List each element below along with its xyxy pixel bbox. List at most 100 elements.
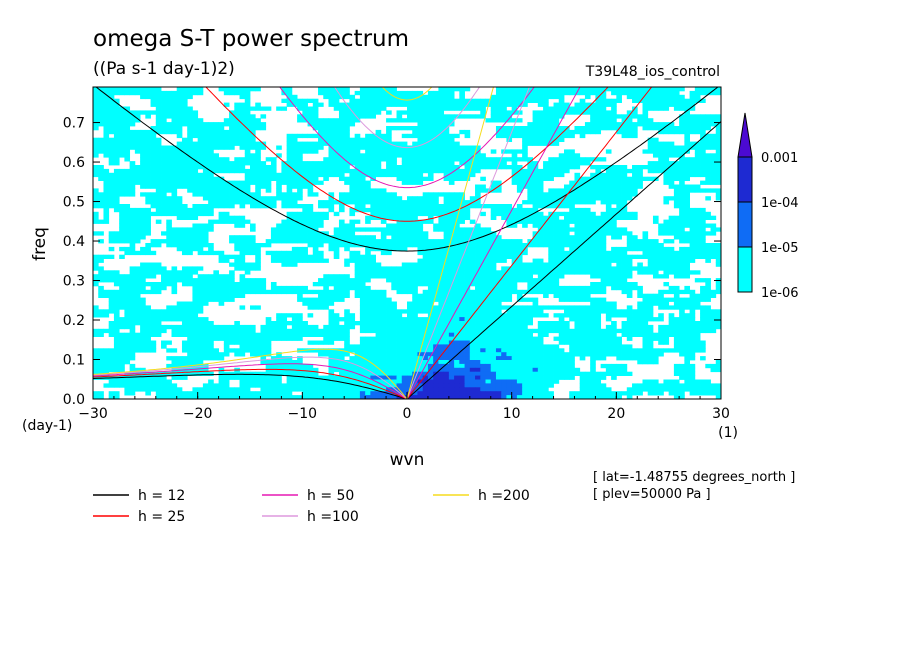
contour-cell — [145, 243, 151, 248]
contour-cell — [281, 317, 288, 322]
contour-cell — [626, 231, 633, 236]
contour-cell — [365, 157, 371, 162]
contour-cell — [370, 200, 376, 205]
contour-cell — [501, 118, 507, 123]
contour-cell — [124, 297, 131, 302]
contour-cell — [532, 301, 539, 306]
contour-cell — [218, 250, 225, 256]
contour-cell — [647, 297, 654, 302]
contour-cell — [218, 285, 225, 291]
contour-cell — [464, 317, 471, 322]
contour-cell — [605, 126, 612, 131]
contour-cell — [213, 180, 219, 185]
contour-cell — [307, 161, 314, 166]
contour-cell — [454, 301, 460, 306]
contour-cell — [328, 289, 335, 295]
contour-cell — [532, 204, 539, 209]
contour-cell — [490, 180, 497, 185]
contour-cell — [715, 141, 721, 146]
contour-cell — [103, 145, 110, 150]
contour-cell — [119, 114, 125, 119]
contour-cell — [663, 98, 670, 103]
contour-cell — [250, 204, 256, 209]
contour-cell — [700, 250, 706, 256]
contour-cell — [417, 211, 424, 217]
contour-cell — [564, 161, 570, 166]
contour-cell — [564, 149, 570, 154]
contour-cell — [119, 168, 125, 174]
contour-cell — [715, 243, 721, 248]
contour-cell — [600, 188, 607, 193]
contour-cell — [705, 165, 711, 170]
contour-cell — [548, 168, 554, 174]
contour-cell — [113, 324, 120, 330]
contour-cell — [490, 204, 497, 209]
contour-cell — [710, 309, 717, 314]
contour-cell — [166, 243, 172, 248]
contour-cell — [208, 282, 214, 287]
contour-cell — [501, 161, 507, 166]
contour-cell — [197, 176, 204, 181]
contour-cell — [375, 270, 382, 275]
contour-cell — [427, 278, 434, 283]
contour-cell — [176, 200, 183, 205]
contour-cell — [302, 161, 308, 166]
contour-cell — [176, 231, 183, 236]
contour-cell — [312, 172, 319, 178]
contour-cell — [98, 204, 104, 209]
contour-cell — [621, 207, 628, 213]
contour-cell — [234, 321, 240, 326]
contour-cell — [391, 149, 397, 154]
contour-cell — [365, 278, 371, 283]
contour-cell — [202, 180, 209, 185]
contour-cell — [338, 227, 345, 232]
contour-cell — [338, 289, 345, 295]
contour-cell — [637, 317, 643, 322]
contour-cell — [433, 165, 439, 170]
contour-cell — [286, 200, 293, 205]
contour-cell — [475, 223, 481, 228]
contour-cell — [386, 98, 392, 103]
contour-cell — [155, 87, 162, 92]
contour-cell — [668, 172, 675, 178]
contour-cell — [218, 157, 225, 162]
contour-cell — [626, 168, 633, 174]
contour-cell — [642, 305, 649, 310]
contour-cell — [344, 243, 350, 248]
contour-cell — [469, 102, 476, 107]
contour-cell — [375, 293, 382, 298]
contour-cell — [407, 309, 413, 314]
contour-cell — [213, 204, 219, 209]
contour-cell — [511, 309, 518, 314]
contour-cell — [553, 87, 560, 92]
contour-cell — [427, 239, 434, 244]
contour-cell — [202, 184, 209, 189]
contour-cell — [611, 231, 617, 236]
contour-cell — [527, 180, 533, 185]
contour-cell — [166, 227, 172, 232]
contour-cell — [485, 118, 492, 123]
contour-cell — [323, 293, 329, 298]
contour-cell — [448, 246, 455, 252]
contour-cell — [548, 223, 554, 228]
contour-cell — [422, 118, 429, 123]
contour-cell — [438, 246, 445, 252]
contour-cell — [171, 165, 178, 170]
contour-cell — [155, 317, 162, 322]
contour-cell — [522, 180, 528, 185]
contour-cell — [250, 137, 256, 142]
contour-cell — [584, 87, 591, 92]
contour-cell — [454, 149, 460, 154]
contour-cell — [579, 188, 586, 193]
contour-cell — [375, 172, 382, 178]
contour-cell — [553, 122, 560, 127]
contour-cell — [192, 133, 199, 139]
contour-cell — [134, 305, 141, 310]
contour-cell — [673, 285, 680, 291]
contour-cell — [370, 102, 376, 107]
contour-cell — [176, 161, 183, 166]
contour-cell — [490, 94, 497, 100]
contour-cell — [475, 168, 481, 174]
contour-cell — [454, 102, 460, 107]
contour-cell — [166, 122, 172, 127]
